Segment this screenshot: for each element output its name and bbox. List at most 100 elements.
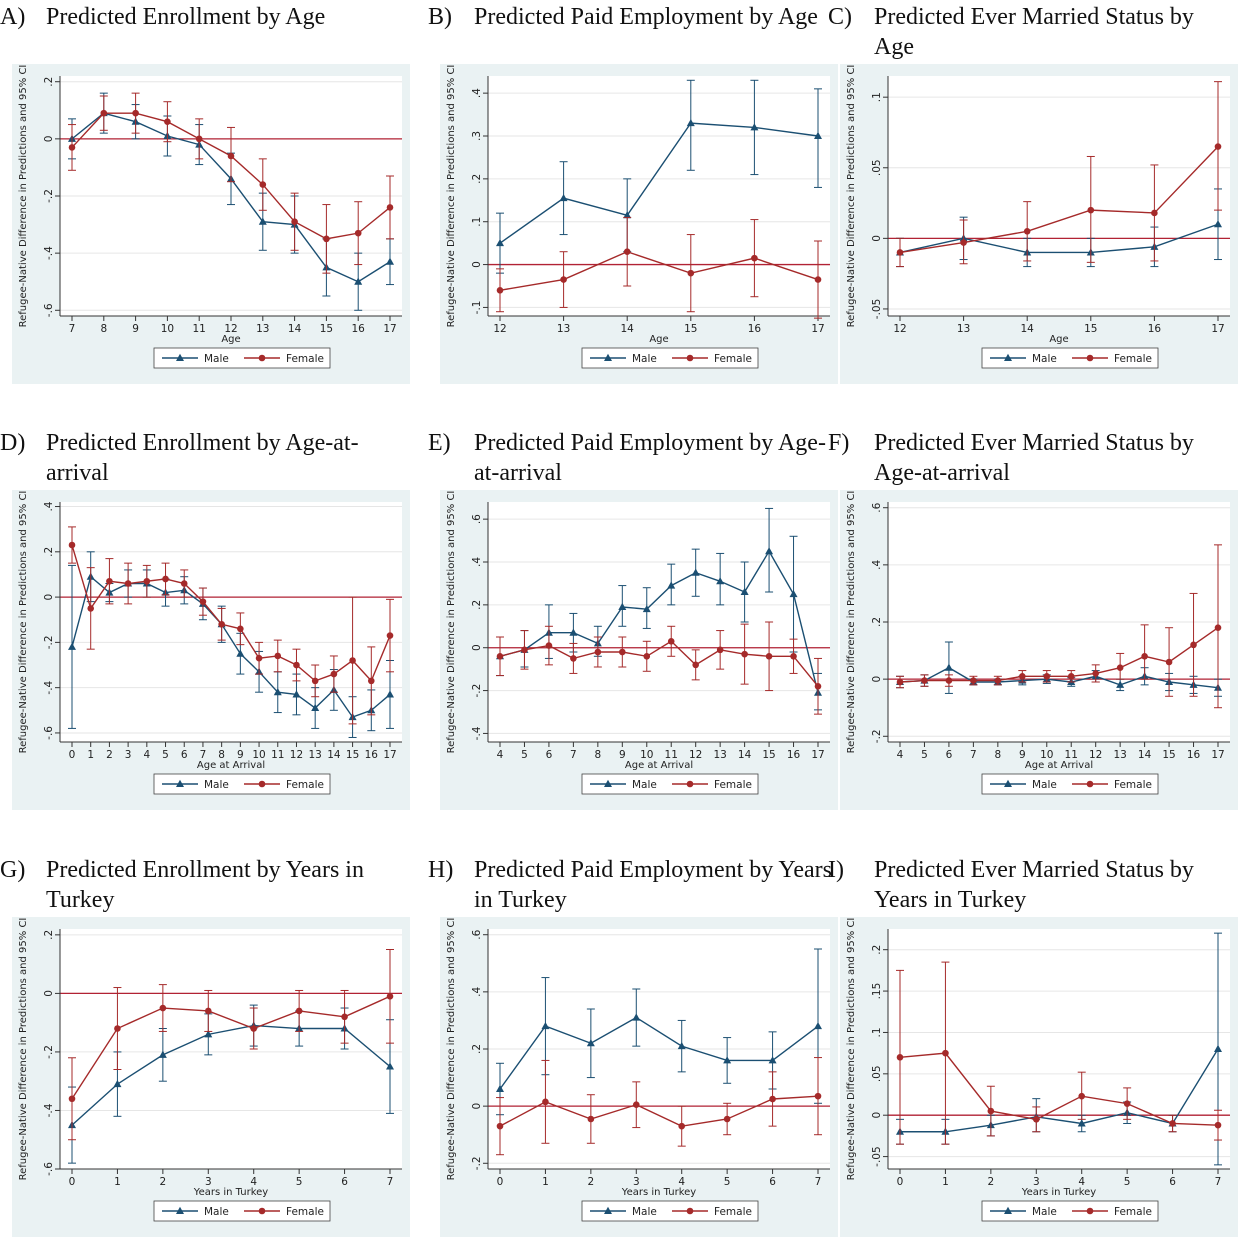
x-tick-label: 17 — [811, 323, 824, 335]
y-tick-label: 0 — [471, 261, 483, 268]
y-tick-label: .6 — [471, 514, 483, 524]
female-point — [354, 229, 362, 237]
female-point — [68, 144, 76, 151]
male-point — [541, 1021, 550, 1030]
chart-panel-i: -.05 0 .05 .1 .15 .2 0 1 2 3 4 5 6 7 Years in Turkey Re… — [840, 917, 1238, 1237]
y-axis-label: Refugee-Native Difference in Predictions… — [846, 491, 857, 754]
legend: Male Female — [581, 773, 759, 795]
x-tick-label: 11 — [193, 323, 206, 335]
female-point — [311, 677, 319, 685]
female-point — [100, 109, 108, 117]
y-tick-label: .4 — [471, 557, 483, 567]
y-tick-label: 0 — [871, 235, 883, 242]
x-tick-label: 1 — [114, 1176, 121, 1188]
x-tick-label: 4 — [897, 749, 904, 761]
male-point — [632, 1013, 641, 1021]
male-point — [691, 568, 700, 576]
male-point — [667, 581, 676, 589]
x-tick-label: 7 — [200, 749, 207, 761]
x-tick-label: 1 — [542, 1176, 549, 1188]
x-axis-label: Years in Turkey — [621, 1187, 696, 1198]
female-point — [367, 677, 375, 685]
panel-letter-c: C) — [828, 4, 852, 30]
x-tick-label: 4 — [143, 749, 150, 761]
panel-letter-e: E) — [428, 430, 451, 456]
y-tick-label: -.6 — [43, 726, 55, 740]
legend-female-marker — [686, 1207, 694, 1215]
x-tick-label: 8 — [595, 749, 602, 761]
y-tick-label: 0 — [471, 1103, 483, 1110]
legend-female-marker — [686, 354, 694, 362]
x-tick-label: 10 — [161, 323, 174, 335]
male-point — [273, 687, 282, 696]
x-tick-label: 16 — [1187, 749, 1201, 761]
x-tick-label: 16 — [365, 749, 379, 761]
legend-male-marker — [1004, 1206, 1012, 1214]
female-point — [542, 1098, 549, 1106]
y-tick-label: 0 — [43, 990, 55, 997]
x-tick-label: 4 — [1078, 1176, 1085, 1188]
female-point — [68, 541, 76, 549]
y-tick-label: 0 — [471, 644, 483, 651]
y-tick-label: .2 — [471, 174, 483, 184]
x-tick-label: 16 — [1148, 323, 1162, 335]
female-point — [765, 652, 773, 660]
x-tick-label: 6 — [769, 1176, 776, 1188]
legend-male-marker — [176, 779, 184, 787]
legend-male-marker — [176, 1206, 184, 1214]
x-tick-label: 8 — [218, 749, 225, 761]
legend-male-label: Male — [204, 1206, 229, 1218]
x-axis-label: Age — [1049, 334, 1068, 345]
legend-female-marker — [258, 354, 266, 362]
female-point — [1169, 1120, 1176, 1127]
male-point — [1214, 1044, 1222, 1052]
female-point — [68, 1095, 76, 1103]
x-tick-label: 1 — [942, 1176, 949, 1188]
panel-letter-h: H) — [428, 857, 454, 883]
legend-female-marker — [258, 780, 266, 788]
x-tick-label: 3 — [205, 1176, 212, 1188]
x-tick-label: 12 — [493, 323, 506, 335]
legend-female-marker — [1086, 780, 1094, 788]
legend-male-marker — [604, 1206, 612, 1214]
x-tick-label: 12 — [893, 323, 906, 335]
legend-male-marker — [604, 353, 612, 361]
female-point — [341, 1013, 348, 1021]
female-point — [942, 1049, 949, 1057]
male-point — [814, 1021, 822, 1030]
female-point — [295, 1007, 303, 1015]
y-tick-label: .6 — [871, 502, 883, 512]
female-point — [1190, 641, 1197, 649]
male-point — [1214, 220, 1222, 228]
x-tick-label: 6 — [341, 1176, 348, 1188]
chart-svg-c: -.05 0 .05 .1 12 13 14 15 16 17 Age Refugee-Native … — [846, 65, 1230, 369]
female-point — [250, 1025, 258, 1032]
female-point — [987, 1107, 995, 1115]
female-point — [619, 648, 626, 656]
female-point — [1214, 624, 1222, 632]
female-point — [330, 670, 338, 678]
y-tick-label: -.2 — [871, 729, 883, 743]
female-point — [1019, 672, 1026, 680]
legend-female-marker — [1086, 354, 1094, 362]
female-point — [1151, 209, 1158, 217]
legend-male-label: Male — [1032, 353, 1057, 365]
x-tick-label: 2 — [588, 1176, 595, 1188]
female-series-line — [899, 146, 1219, 254]
y-tick-label: -.2 — [471, 684, 483, 698]
male-series-line — [499, 549, 819, 693]
panel-title-text-e: Predicted Paid Employment by Age-at-arri… — [474, 430, 826, 486]
plot-area — [488, 76, 830, 316]
female-point — [195, 135, 203, 143]
male-point — [723, 1056, 732, 1064]
x-tick-label: 13 — [1113, 749, 1126, 761]
male-point — [236, 649, 245, 657]
legend-female-label: Female — [286, 779, 324, 791]
male-point — [677, 1041, 686, 1050]
y-tick-label: 0 — [871, 1112, 883, 1119]
plot-area — [60, 502, 402, 742]
legend-male-marker — [1004, 353, 1012, 361]
female-point — [204, 1007, 212, 1015]
female-series-line — [499, 1095, 819, 1127]
y-tick-label: 0 — [871, 676, 883, 683]
